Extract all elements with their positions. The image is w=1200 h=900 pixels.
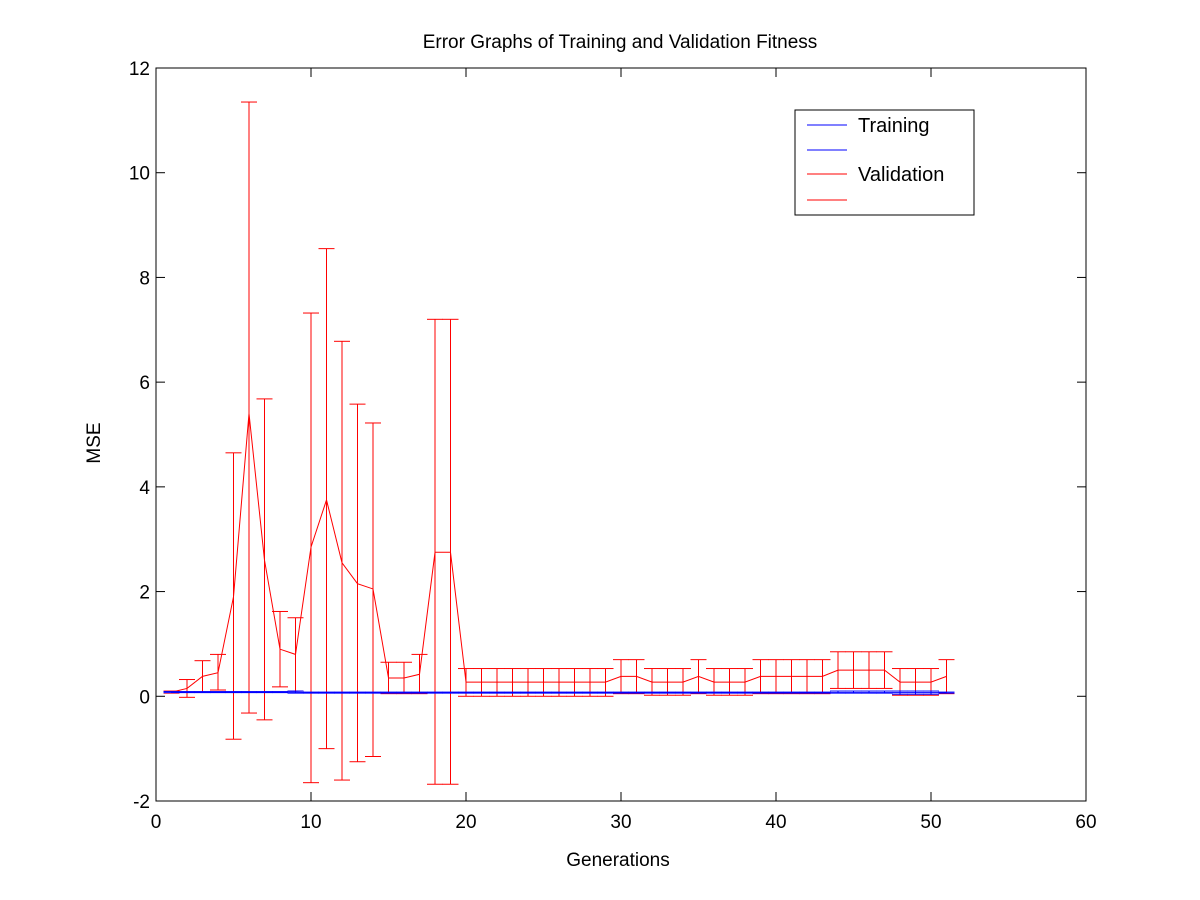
y-axis-label: MSE bbox=[84, 422, 105, 463]
x-tick-label: 0 bbox=[151, 812, 162, 833]
y-tick-label: 12 bbox=[129, 59, 150, 80]
series-line-training bbox=[171, 691, 947, 694]
y-tick-label: 10 bbox=[129, 164, 150, 185]
y-tick-label: 0 bbox=[139, 687, 150, 708]
y-tick-label: 4 bbox=[139, 478, 150, 499]
y-tick-label: 6 bbox=[139, 373, 150, 394]
series-validation bbox=[163, 101, 955, 785]
x-tick-label: 30 bbox=[610, 812, 631, 833]
legend-box bbox=[794, 109, 975, 216]
y-tick-label: 2 bbox=[139, 583, 150, 604]
legend: Training Validation bbox=[794, 109, 975, 216]
x-tick-label: 50 bbox=[920, 812, 941, 833]
legend-label: Validation bbox=[858, 164, 944, 186]
x-tick-label: 60 bbox=[1075, 812, 1096, 833]
chart-title: Error Graphs of Training and Validation … bbox=[423, 32, 818, 53]
x-tick-label: 40 bbox=[765, 812, 786, 833]
series-line-validation bbox=[171, 413, 947, 693]
y-tick-label: -2 bbox=[133, 792, 150, 813]
x-tick-label: 10 bbox=[300, 812, 321, 833]
x-tick-label: 20 bbox=[455, 812, 476, 833]
y-tick-label: 8 bbox=[139, 268, 150, 289]
series-training bbox=[163, 690, 955, 695]
x-axis-label: Generations bbox=[566, 850, 670, 871]
legend-label: Training bbox=[858, 115, 930, 137]
